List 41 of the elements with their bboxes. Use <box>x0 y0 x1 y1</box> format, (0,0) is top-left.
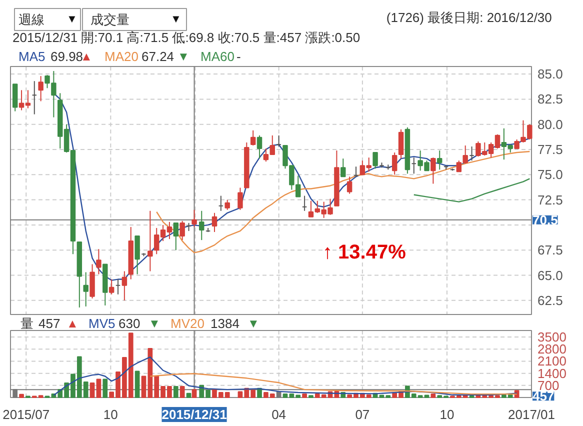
text: 67.24 <box>142 49 174 64</box>
y-tick-label: 62.5 <box>538 292 563 308</box>
chart-subtitle: 2015/12/31 開:70.1 高:71.5 低:69.8 收:70.5 量:457 漲跌:0.50 <box>12 30 360 45</box>
y-tick-label: 72.5 <box>538 192 563 208</box>
ref-line-label: 2015/12/31 <box>162 407 227 422</box>
y-tick-label: 80.0 <box>538 116 563 132</box>
annotation: ▼ <box>148 316 160 330</box>
text: - <box>236 49 241 64</box>
text: ▼ <box>66 14 78 26</box>
annotation: 1384 <box>210 316 240 331</box>
x-tick-label: 10 <box>440 407 454 422</box>
text: ▼ <box>170 14 182 26</box>
text: ▼ <box>178 50 190 64</box>
text: MV20 <box>170 316 204 331</box>
y-tick-label: 77.5 <box>538 142 563 157</box>
annotation: ↑ 13.47% <box>322 242 406 264</box>
x-tick-label: 04 <box>272 407 286 422</box>
x-tick-label: 2015/07 <box>2 407 50 422</box>
text: MV5 <box>88 316 116 331</box>
ref-line-label: 70.5 <box>532 212 558 228</box>
y-tick-label: 85.0 <box>538 66 563 82</box>
x-tick-label: 2017/01 <box>508 407 556 422</box>
text: 69.98 <box>50 49 84 64</box>
x-tick-label: 10 <box>103 407 118 422</box>
annotation: ▲ <box>66 316 78 330</box>
annotation: ▼ <box>248 316 260 330</box>
y-tick-label: 82.5 <box>538 92 563 107</box>
text: MA5 <box>18 49 46 64</box>
annotation: 量 <box>20 316 34 331</box>
text: 成交量 <box>90 12 130 27</box>
text: (1726) 最後日期: 2016/12/30 <box>386 10 552 25</box>
x-tick-label: 07 <box>355 407 370 422</box>
y-tick-label: 67.5 <box>538 242 563 258</box>
text: MA20 <box>104 49 138 64</box>
y-tick-label: 65.0 <box>538 268 563 283</box>
ref-line-label: 457 <box>532 388 554 404</box>
annotation: 630 <box>118 316 140 331</box>
annotation: 457 <box>38 316 60 331</box>
text: MA60 <box>200 49 234 64</box>
y-tick-label: 75.0 <box>538 167 563 182</box>
text: 週線 <box>18 12 44 27</box>
